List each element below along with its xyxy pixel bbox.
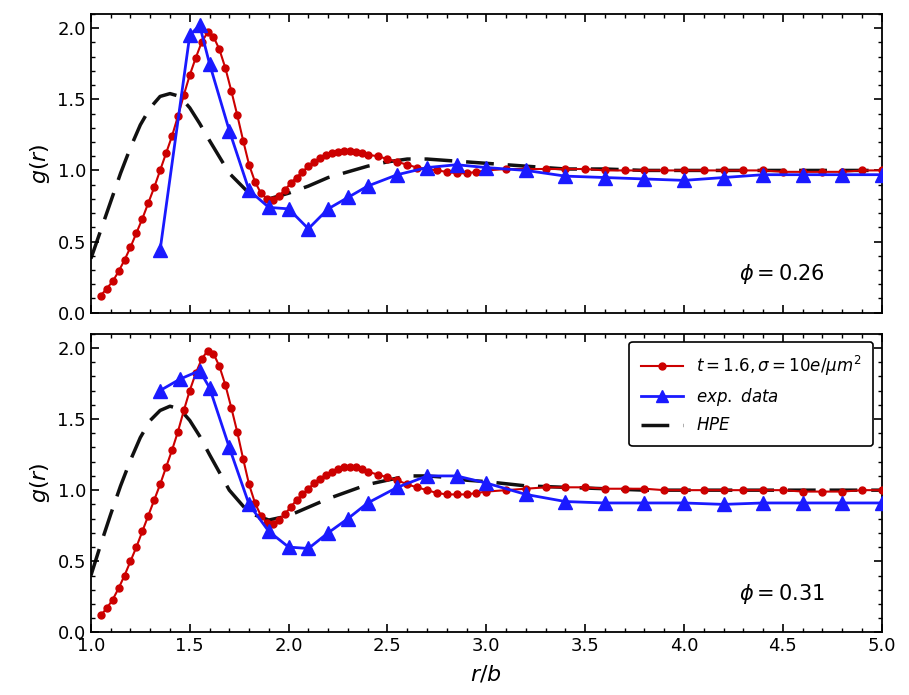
X-axis label: $r/b$: $r/b$ (471, 664, 502, 686)
Text: $\phi = 0.31$: $\phi = 0.31$ (739, 582, 825, 605)
Legend: $t = 1.6, \sigma = 10e/\mu m^2$, $exp.\ data$, $HPE$: $t = 1.6, \sigma = 10e/\mu m^2$, $exp.\ … (629, 342, 874, 446)
Y-axis label: $g(r)$: $g(r)$ (28, 143, 52, 183)
Y-axis label: $g(r)$: $g(r)$ (28, 463, 52, 503)
Text: $\phi = 0.26$: $\phi = 0.26$ (739, 262, 824, 286)
